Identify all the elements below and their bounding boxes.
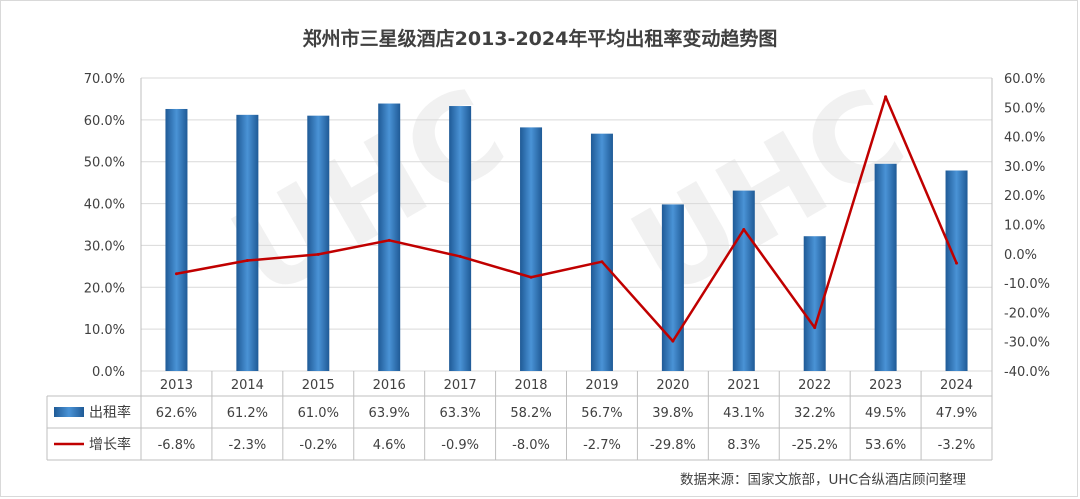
left-tick-label: 0.0% [92, 365, 125, 380]
legend-swatch-bar [54, 407, 84, 417]
x-tick-label: 2018 [514, 378, 547, 393]
occupancy-cell: 63.9% [369, 406, 410, 421]
right-tick-label: 40.0% [1004, 131, 1045, 146]
line-point [316, 252, 320, 256]
occupancy-cell: 49.5% [865, 406, 906, 421]
left-tick-label: 50.0% [84, 156, 125, 171]
growth-cell: -0.2% [299, 438, 337, 453]
right-tick-label: 10.0% [1004, 219, 1045, 234]
bar [661, 204, 684, 371]
x-tick-label: 2015 [302, 378, 335, 393]
line-point [600, 260, 604, 264]
source-note: 数据来源：国家文旅部，UHC合纵酒店顾问整理 [680, 471, 966, 488]
line-point [387, 238, 391, 242]
occupancy-cell: 43.1% [723, 406, 764, 421]
growth-cell: -3.2% [938, 438, 976, 453]
occupancy-cell: 63.3% [439, 406, 480, 421]
line-point [884, 95, 888, 99]
bar [732, 190, 755, 371]
x-tick-label: 2016 [373, 378, 406, 393]
x-tick-label: 2021 [727, 378, 760, 393]
growth-cell: -8.0% [512, 438, 550, 453]
growth-cell: 4.6% [373, 438, 406, 453]
right-axis: -40.0% -30.0% -20.0% -10.0% 0.0% 10.0% 20.0% 30… [1004, 72, 1050, 380]
line-point [174, 272, 178, 276]
x-tick-label: 2020 [656, 378, 689, 393]
growth-cell: -0.9% [441, 438, 479, 453]
x-tick-label: 2013 [160, 378, 193, 393]
occupancy-cell: 47.9% [936, 406, 977, 421]
right-tick-label: -30.0% [1004, 336, 1050, 351]
line-point [529, 275, 533, 279]
bar [165, 108, 188, 371]
line-point [671, 339, 675, 343]
bar [449, 106, 472, 372]
left-tick-label: 30.0% [84, 239, 125, 254]
bar-series [165, 103, 968, 372]
right-tick-label: 20.0% [1004, 189, 1045, 204]
line-series [174, 95, 959, 343]
legend-label-occupancy: 出租率 [89, 404, 131, 421]
chart-title: 郑州市三星级酒店2013-2024年平均出租率变动趋势图 [303, 27, 778, 50]
growth-cell: -6.8% [158, 438, 196, 453]
growth-cell: -25.2% [792, 438, 838, 453]
right-tick-label: 50.0% [1004, 101, 1045, 116]
right-tick-label: 60.0% [1004, 72, 1045, 87]
bar [378, 103, 401, 371]
left-tick-label: 20.0% [84, 281, 125, 296]
legend-label-growth: 增长率 [89, 436, 131, 453]
growth-cell: -2.7% [583, 438, 621, 453]
bar [520, 127, 543, 372]
occupancy-cell: 61.0% [298, 406, 339, 421]
x-tick-label: 2017 [444, 378, 477, 393]
bar [945, 170, 968, 371]
data-table: 2013 2014 2015 2016 2017 2018 2019 2020 2021 2022… [46, 371, 993, 461]
x-tick-label: 2014 [231, 378, 264, 393]
x-tick-label: 2023 [869, 378, 902, 393]
bar [590, 133, 613, 371]
growth-cell: -2.3% [229, 438, 267, 453]
right-tick-label: 0.0% [1004, 248, 1037, 263]
right-tick-label: -10.0% [1004, 277, 1050, 292]
x-tick-label: 2022 [798, 378, 831, 393]
right-tick-label: -40.0% [1004, 365, 1050, 380]
line-point [813, 326, 817, 330]
occupancy-cell: 56.7% [581, 406, 622, 421]
line-point [458, 254, 462, 258]
occupancy-cell: 61.2% [227, 406, 268, 421]
left-tick-label: 10.0% [84, 323, 125, 338]
growth-cell: -29.8% [650, 438, 696, 453]
bar [236, 114, 259, 371]
x-tick-label: 2024 [940, 378, 973, 393]
right-tick-label: -20.0% [1004, 306, 1050, 321]
right-tick-label: 30.0% [1004, 160, 1045, 175]
line-point [742, 227, 746, 231]
gridlines [140, 77, 993, 372]
occupancy-cell: 39.8% [652, 406, 693, 421]
line-point [245, 259, 249, 263]
bar [874, 163, 897, 371]
left-axis: 0.0% 10.0% 20.0% 30.0% 40.0% 50.0% 60.0% 70.0% [84, 72, 125, 380]
bar [307, 115, 330, 372]
left-tick-label: 40.0% [84, 198, 125, 213]
occupancy-cell: 62.6% [156, 406, 197, 421]
growth-cell: 8.3% [727, 438, 760, 453]
growth-line [176, 95, 958, 343]
x-tick-label: 2019 [585, 378, 618, 393]
left-tick-label: 70.0% [84, 72, 125, 87]
growth-cell: 53.6% [865, 438, 906, 453]
occupancy-cell: 32.2% [794, 406, 835, 421]
left-tick-label: 60.0% [84, 114, 125, 129]
occupancy-cell: 58.2% [510, 406, 551, 421]
bar [803, 236, 826, 371]
line-point [955, 261, 959, 265]
